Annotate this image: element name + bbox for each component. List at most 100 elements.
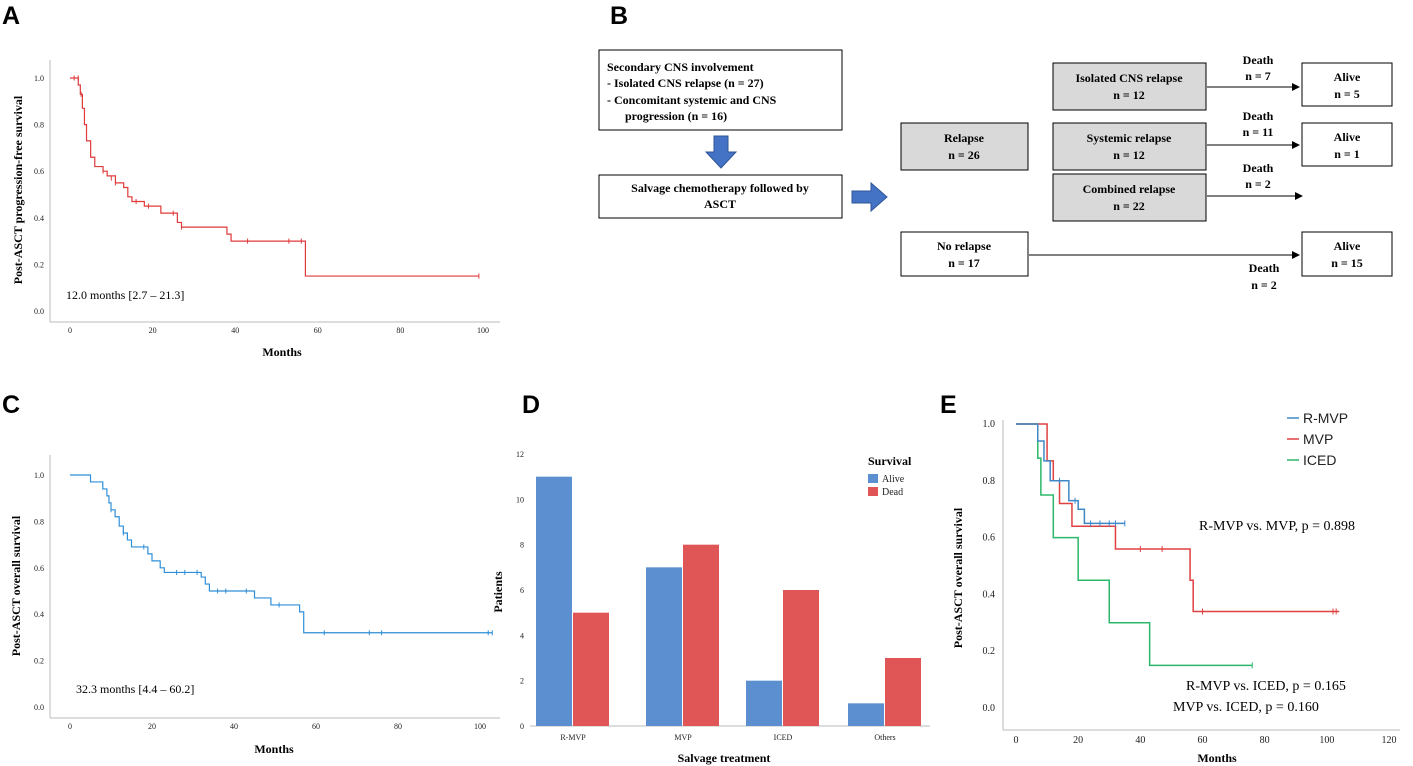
y-tick-label: 0.0 xyxy=(34,307,44,316)
legend-swatch-dead xyxy=(868,487,878,496)
y-tick-label: 0.2 xyxy=(34,657,44,666)
chart-e-xlabel: Months xyxy=(1197,751,1237,765)
y-tick-label: 0.2 xyxy=(34,260,44,269)
x-tick-label: 80 xyxy=(1260,735,1270,746)
y-tick-label: 1.0 xyxy=(34,471,44,480)
legend-label-rmvp: R-MVP xyxy=(1303,410,1348,426)
chart-a-ylabel: Post-ASCT progression-free survival xyxy=(11,95,25,284)
legend-label-dead: Dead xyxy=(882,487,903,498)
flow-box-no-relapse: No relapse n = 17 xyxy=(900,231,1029,277)
y-tick-label: 0.4 xyxy=(34,610,44,619)
flow-involvement-item2: - Concomitant systemic and CNS xyxy=(607,93,777,107)
x-tick-label: 120 xyxy=(1382,735,1397,746)
flow-salvage-line2: ASCT xyxy=(704,197,736,211)
panel-label-a: A xyxy=(2,2,20,30)
y-tick-label: 10 xyxy=(516,495,524,504)
y-tick-label: 0.6 xyxy=(34,564,44,573)
flow-box-alive-3: Alive n = 15 xyxy=(1301,231,1393,277)
flow-death2-label: Death xyxy=(1243,109,1274,123)
x-tick-label: 40 xyxy=(231,326,239,335)
flow-isolated-label: Isolated CNS relapse xyxy=(1075,71,1183,85)
flow-alive2-label: Alive xyxy=(1334,130,1361,144)
chart-c-survival-curve xyxy=(70,474,493,634)
flow-death1-label: Death xyxy=(1243,53,1274,67)
flow-involvement-title: Secondary CNS involvement xyxy=(607,60,754,74)
chart-d-xlabel: Salvage treatment xyxy=(678,751,771,765)
x-tick-label: 40 xyxy=(1135,735,1145,746)
panel-label-e: E xyxy=(940,391,957,419)
flow-involvement-item2-cont: progression (n = 16) xyxy=(625,109,727,123)
x-tick-label: 40 xyxy=(230,722,238,731)
y-tick-label: 6 xyxy=(520,586,524,595)
x-tick-label: MVP xyxy=(674,733,692,742)
flow-isolated-n: n = 12 xyxy=(1113,88,1145,102)
chart-d-ylabel: Patients xyxy=(491,571,505,613)
chart-a-xlabel: Months xyxy=(262,345,302,359)
y-tick-label: 0.2 xyxy=(983,646,996,657)
flow-death4-label: Death xyxy=(1249,261,1280,275)
chart-c-os: 0.0 0.2 0.4 0.6 0.8 1.0 0 20 40 60 80 100 Post-ASC… xyxy=(9,455,500,756)
legend-label-alive: Alive xyxy=(882,474,905,485)
flow-box-combined: Combined relapse n = 22 xyxy=(1052,173,1207,222)
flow-diagram: Secondary CNS involvement - Isolated CNS… xyxy=(598,49,1393,292)
panel-label-c: C xyxy=(2,391,20,419)
y-tick-label: 8 xyxy=(520,541,524,550)
flow-right-arrow xyxy=(851,181,888,213)
x-tick-label: ICED xyxy=(774,733,793,742)
y-tick-label: 0.6 xyxy=(34,167,44,176)
y-tick-label: 1.0 xyxy=(983,419,996,430)
legend-swatch-alive xyxy=(868,474,878,483)
chart-e-os-by-treatment: 0.0 0.2 0.4 0.6 0.8 1.0 0 20 40 60 80 100 120 Post-… xyxy=(951,410,1400,765)
flow-death3-n: n = 2 xyxy=(1245,177,1271,191)
flow-death1-n: n = 7 xyxy=(1245,69,1271,83)
y-tick-label: 0.4 xyxy=(983,589,996,600)
x-tick-label: R-MVP xyxy=(560,733,586,742)
flow-box-alive-2: Alive n = 1 xyxy=(1301,122,1393,167)
x-tick-label: 60 xyxy=(314,326,322,335)
chart-d-bars: 0 2 4 6 8 10 12 R-MVP MVP ICED Others Patients Sa… xyxy=(491,450,930,765)
x-tick-label: 60 xyxy=(312,722,320,731)
x-tick-label: 80 xyxy=(394,722,402,731)
bar-others-dead xyxy=(885,658,921,726)
y-tick-label: 0.8 xyxy=(34,517,44,526)
x-tick-label: 80 xyxy=(396,326,404,335)
curve-mvp xyxy=(1016,423,1340,613)
chart-d-legend-title: Survival xyxy=(868,454,912,468)
x-tick-label: 20 xyxy=(1073,735,1083,746)
flow-combined-label: Combined relapse xyxy=(1083,182,1176,196)
chart-c-ylabel: Post-ASCT overall survival xyxy=(9,515,23,656)
panel-label-d: D xyxy=(522,391,540,419)
flow-combined-n: n = 22 xyxy=(1113,199,1145,213)
flow-involvement-item1: - Isolated CNS relapse (n = 27) xyxy=(607,76,764,90)
y-tick-label: 0.0 xyxy=(983,703,996,714)
bar-r-mvp-alive xyxy=(536,476,572,726)
chart-e-legend: R-MVP MVP ICED xyxy=(1287,410,1348,468)
flow-down-arrow xyxy=(704,135,738,169)
x-tick-label: 0 xyxy=(68,326,72,335)
flow-box-systemic: Systemic relapse n = 12 xyxy=(1052,122,1207,171)
bar-mvp-dead xyxy=(683,544,719,726)
chart-e-ylabel: Post-ASCT overall survival xyxy=(951,507,965,648)
chart-c-xlabel: Months xyxy=(254,742,294,756)
bar-iced-alive xyxy=(746,680,782,726)
chart-e-annotation-rmvp-iced: R-MVP vs. ICED, p = 0.165 xyxy=(1186,679,1346,694)
y-tick-label: 2 xyxy=(520,677,524,686)
chart-a-pfs: 0.0 0.2 0.4 0.6 0.8 1.0 0 20 40 60 80 100 Post-ASC… xyxy=(11,60,500,359)
chart-d-legend: Survival Alive Dead xyxy=(868,454,912,498)
y-tick-label: 12 xyxy=(516,450,524,459)
y-tick-label: 0.4 xyxy=(34,214,44,223)
flow-relapse-label: Relapse xyxy=(944,131,985,145)
flow-no-relapse-n: n = 17 xyxy=(948,256,980,270)
flow-box-relapse: Relapse n = 26 xyxy=(900,122,1029,171)
x-tick-label: 0 xyxy=(1014,735,1019,746)
y-tick-label: 0.8 xyxy=(983,476,996,487)
flow-alive3-label: Alive xyxy=(1334,239,1361,253)
flow-systemic-label: Systemic relapse xyxy=(1087,131,1172,145)
flow-alive1-label: Alive xyxy=(1334,70,1361,84)
flow-death4-n: n = 2 xyxy=(1251,278,1277,292)
chart-a-survival-curve xyxy=(70,77,479,277)
bar-r-mvp-dead xyxy=(573,612,609,726)
bar-iced-dead xyxy=(783,590,819,726)
flow-salvage-line1: Salvage chemotherapy followed by xyxy=(631,181,809,195)
flow-alive3-n: n = 15 xyxy=(1331,256,1363,270)
